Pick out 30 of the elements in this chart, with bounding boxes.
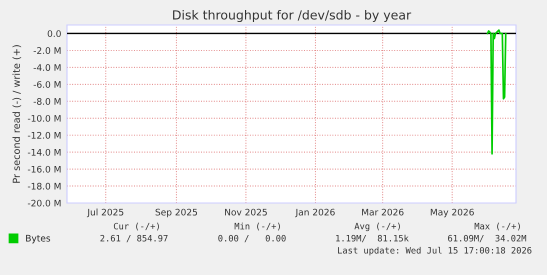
x-tick-label: Nov 2025 [225, 208, 267, 216]
x-tick-label: May 2026 [430, 208, 474, 218]
line-series [486, 29, 507, 155]
y-tick-label: -20.0 M [28, 200, 61, 207]
text: Last update: Wed Jul 15 17:00:18 2026 [338, 246, 532, 256]
x-tick-label: Jan 2026 [295, 208, 335, 218]
text: Min (-/+) [234, 222, 280, 230]
chart-title: Disk throughput for /dev/sdb - by year [173, 10, 412, 22]
y-axis-title: Pr second read (-) / write (+) [12, 45, 22, 183]
x-tick-label: Mar 2026 [362, 208, 404, 216]
y-tick-label: -6.0 M [34, 81, 61, 88]
y-tick-label: 0.0 [48, 30, 61, 38]
y-tick-label: -4.0 M [34, 64, 61, 71]
legend-label: Bytes [26, 234, 50, 244]
text: Max (-/+) [474, 222, 520, 230]
y-tick-label: -16.0 M [28, 166, 61, 173]
text: 1.19M/ 81.15k [336, 234, 409, 242]
y-tick-label: -2.0 M [34, 47, 61, 54]
x-tick-label: Jul 2025 [86, 208, 124, 218]
text: 0.00 / 0.00 [218, 234, 286, 242]
y-tick-label: -12.0 M [28, 132, 61, 139]
text: Avg (-/+) [354, 222, 400, 232]
text: Cur (-/+) [114, 222, 159, 230]
y-tick-label: -18.0 M [28, 182, 61, 190]
y-tick-label: -10.0 M [28, 114, 61, 122]
y-tick-label: -14.0 M [28, 148, 61, 156]
text: 2.61 / 854.97 [100, 234, 168, 242]
text: 61.09M/ 34.02M [448, 234, 526, 242]
x-tick-label: Sep 2025 [156, 208, 198, 218]
y-tick-label: -8.0 M [34, 98, 61, 105]
